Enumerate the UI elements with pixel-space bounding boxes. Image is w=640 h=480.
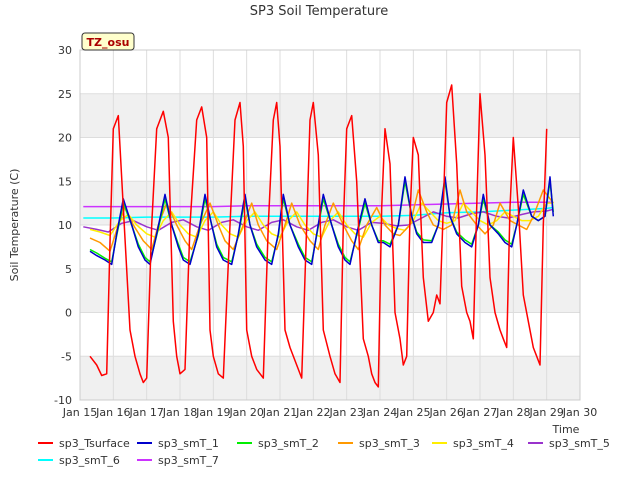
y-axis-label: Soil Temperature (C)	[8, 169, 21, 282]
x-tick-label: Jan 16	[95, 406, 130, 419]
x-tick-label: Jan 23	[328, 406, 363, 419]
x-tick-label: Jan 22	[295, 406, 330, 419]
legend-label: sp3_smT_7	[158, 454, 219, 467]
tz-annotation-label: TZ_osu	[87, 36, 130, 49]
y-tick-label: 0	[65, 307, 72, 320]
tz-annotation: TZ_osu	[81, 32, 135, 51]
y-tick-label: 30	[58, 44, 72, 57]
legend-label: sp3_smT_1	[158, 437, 219, 450]
y-tick-label: 25	[58, 88, 72, 101]
y-tick-label: 15	[58, 175, 72, 188]
x-tick-label: Jan 15	[62, 406, 97, 419]
legend: sp3_Tsurface sp3_smT_1 sp3_smT_2 sp3_smT_3 s…	[38, 437, 610, 467]
y-tick-label: 5	[65, 263, 72, 276]
legend-label: sp3_smT_6	[59, 454, 120, 467]
x-tick-label: Jan 21	[262, 406, 297, 419]
x-tick-label: Jan 27	[462, 406, 497, 419]
plot-band	[80, 93, 580, 138]
series-line-sp3_Tsurface	[89, 84, 548, 388]
y-tick-label: -5	[61, 350, 72, 363]
x-tick-label: Jan 26	[428, 406, 463, 419]
x-tick-label: Jan 18	[162, 406, 197, 419]
legend-label: sp3_Tsurface	[59, 437, 130, 450]
x-tick-label: Jan 28	[495, 406, 530, 419]
x-axis-label: Time	[552, 423, 580, 436]
series-line-sp3_smT_1	[89, 176, 555, 266]
chart-title: SP3 Soil Temperature	[250, 4, 388, 19]
x-tick-label: Jan 24	[362, 406, 397, 419]
y-tick-label: 10	[58, 219, 72, 232]
series-line-sp3_smT_5	[83, 208, 554, 233]
legend-label: sp3_smT_2	[258, 437, 319, 450]
x-tick-label: Jan 20	[228, 406, 263, 419]
x-tick-label: Jan 30	[562, 406, 597, 419]
plot-bands	[80, 93, 580, 400]
x-tick-label: Jan 25	[395, 406, 430, 419]
plot-band	[80, 356, 580, 400]
plot-frame	[79, 49, 581, 401]
y-tick-label: 20	[58, 132, 72, 145]
x-tick-label: Jan 29	[528, 406, 563, 419]
x-tick-label: Jan 19	[195, 406, 230, 419]
series-layer	[83, 84, 555, 388]
y-tick-label: -10	[54, 394, 72, 407]
legend-label: sp3_smT_3	[359, 437, 420, 450]
plot-band	[80, 268, 580, 313]
y-axis-ticks: -10 -5 0 5 10 15 20 25 30	[54, 44, 72, 407]
x-tick-label: Jan 17	[128, 406, 163, 419]
legend-label: sp3_smT_4	[453, 437, 514, 450]
legend-label: sp3_smT_5	[549, 437, 610, 450]
